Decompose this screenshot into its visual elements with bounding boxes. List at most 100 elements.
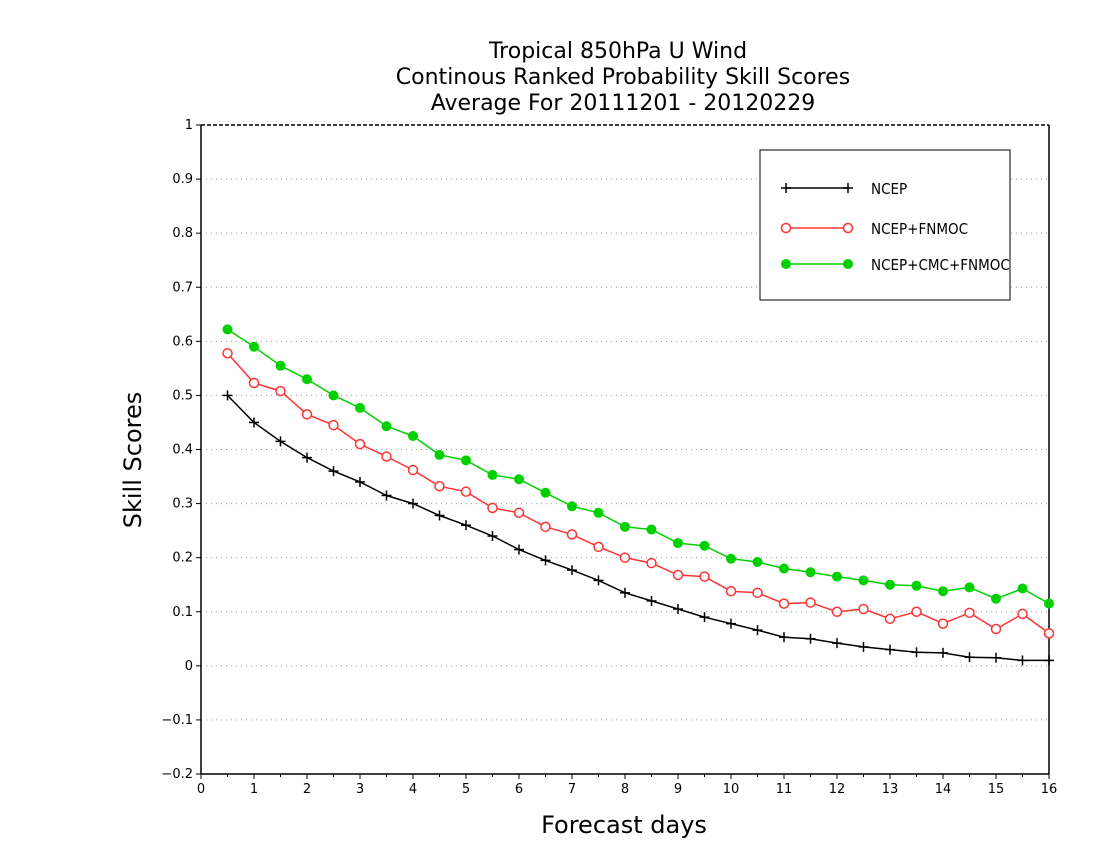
x-tick-label-0: 0 — [197, 782, 205, 797]
data-point-s2-26 — [911, 580, 922, 591]
data-point-s2-20 — [752, 556, 763, 567]
data-point-s1-0 — [222, 347, 233, 359]
data-point-s0-0 — [222, 390, 233, 401]
data-point-s2-24 — [858, 575, 869, 586]
data-point-s0-19 — [726, 618, 736, 629]
x-tick-label-13: 13 — [882, 782, 899, 797]
series-layer — [222, 324, 1055, 666]
data-point-s1-24 — [858, 603, 869, 615]
data-point-s2-23 — [832, 571, 842, 582]
data-point-s1-8 — [434, 481, 445, 492]
data-point-s1-12 — [540, 521, 551, 533]
legend-marker-start-2 — [781, 259, 791, 269]
x-tick-label-7: 7 — [568, 782, 576, 797]
legend-entries: NCEP NCEP+FNMOC NCEP+CMC+FNMOC — [780, 180, 1010, 274]
data-point-s0-17 — [673, 604, 683, 615]
data-point-s1-28 — [964, 607, 975, 619]
data-point-s0-9 — [461, 520, 471, 531]
data-point-s1-19 — [725, 585, 737, 597]
data-point-s0-11 — [514, 544, 524, 555]
data-point-s2-7 — [408, 430, 418, 441]
data-point-s2-1 — [249, 341, 259, 352]
data-point-s0-22 — [805, 633, 816, 644]
data-point-s2-10 — [487, 469, 498, 480]
y-tick-label-7: 0.5 — [172, 388, 193, 403]
data-point-s1-4 — [328, 419, 339, 431]
data-point-s1-2 — [275, 385, 286, 397]
data-point-s2-17 — [673, 538, 683, 549]
legend-entry-2: NCEP+CMC+FNMOC — [781, 256, 1010, 274]
y-tick-label-11: 0.9 — [172, 172, 193, 187]
data-point-s1-1 — [248, 377, 260, 389]
data-point-s0-29 — [991, 652, 1001, 663]
data-point-s1-23 — [831, 606, 843, 617]
legend-marker-start-1 — [780, 222, 792, 234]
data-point-s0-6 — [381, 490, 392, 501]
y-axis-title: Skill Scores — [119, 392, 147, 529]
x-tick-label-15: 15 — [988, 782, 1005, 797]
data-point-s2-31 — [1044, 598, 1054, 609]
x-tick-label-3: 3 — [356, 782, 364, 797]
data-point-s0-28 — [964, 652, 975, 663]
data-point-s1-21 — [778, 598, 790, 609]
data-point-s2-22 — [805, 567, 816, 578]
data-point-s1-20 — [752, 587, 763, 599]
data-point-s2-16 — [646, 524, 657, 535]
legend: NCEP NCEP+FNMOC NCEP+CMC+FNMOC — [759, 149, 1011, 301]
data-point-s1-3 — [301, 409, 313, 420]
series-0 — [222, 390, 1054, 666]
data-point-s1-17 — [672, 569, 684, 581]
data-point-s0-26 — [911, 647, 922, 658]
data-point-s2-28 — [964, 582, 975, 593]
legend-label-2: NCEP+CMC+FNMOC — [871, 256, 1010, 274]
x-tick-label-5: 5 — [462, 782, 470, 797]
data-point-s1-5 — [354, 438, 366, 450]
data-point-s0-18 — [699, 612, 710, 623]
data-point-s0-16 — [646, 595, 657, 606]
y-tick-label-12: 1 — [185, 118, 193, 133]
data-point-s0-27 — [938, 647, 948, 658]
data-point-s2-11 — [514, 474, 524, 485]
data-point-s2-14 — [593, 507, 604, 518]
data-point-s0-24 — [858, 641, 869, 652]
data-point-s1-14 — [593, 541, 604, 553]
legend-entry-0: NCEP — [781, 180, 907, 198]
data-point-s1-13 — [566, 529, 578, 540]
legend-label-1: NCEP+FNMOC — [871, 220, 968, 238]
data-point-s0-25 — [885, 644, 895, 655]
chart-title-line-2: Continous Ranked Probability Skill Score… — [396, 65, 850, 90]
x-tick-label-16: 16 — [1041, 782, 1058, 797]
series-line-1 — [226, 352, 1050, 635]
data-point-s2-29 — [991, 593, 1001, 604]
y-tick-label-0: −0.2 — [161, 767, 193, 782]
data-point-s0-3 — [302, 452, 312, 463]
data-point-s2-8 — [434, 449, 445, 460]
data-point-s1-31 — [1043, 628, 1055, 639]
data-point-s2-4 — [328, 390, 339, 401]
data-point-s2-9 — [461, 455, 471, 466]
data-point-s1-30 — [1017, 608, 1028, 620]
x-tick-label-11: 11 — [776, 782, 793, 797]
x-tick-label-2: 2 — [303, 782, 311, 797]
y-tick-label-5: 0.3 — [172, 497, 193, 512]
data-point-s1-27 — [937, 618, 949, 629]
data-point-s0-4 — [328, 466, 339, 477]
data-point-s1-29 — [990, 623, 1002, 635]
chart-title-line-3: Average For 20111201 - 20120229 — [431, 91, 816, 116]
data-point-s2-12 — [540, 487, 551, 498]
chart-title-line-1: Tropical 850hPa U Wind — [488, 39, 747, 64]
data-point-s1-26 — [911, 606, 922, 617]
y-tick-label-4: 0.2 — [172, 551, 193, 566]
data-point-s1-25 — [884, 613, 896, 625]
legend-entry-1: NCEP+FNMOC — [780, 220, 968, 238]
data-point-s2-15 — [620, 521, 630, 532]
data-point-s2-3 — [302, 374, 312, 385]
y-tick-label-3: 0.1 — [172, 605, 193, 620]
data-point-s2-25 — [885, 579, 895, 590]
data-point-s0-5 — [355, 476, 365, 487]
data-point-s1-11 — [513, 507, 525, 519]
data-point-s0-13 — [567, 565, 577, 576]
data-point-s1-10 — [487, 502, 498, 514]
x-tick-label-1: 1 — [250, 782, 258, 797]
axes: 0 1 2 3 4 5 6 7 8 9 10 11 12 13 14 15 16−0.2−0.100.10.20… — [161, 118, 1057, 797]
